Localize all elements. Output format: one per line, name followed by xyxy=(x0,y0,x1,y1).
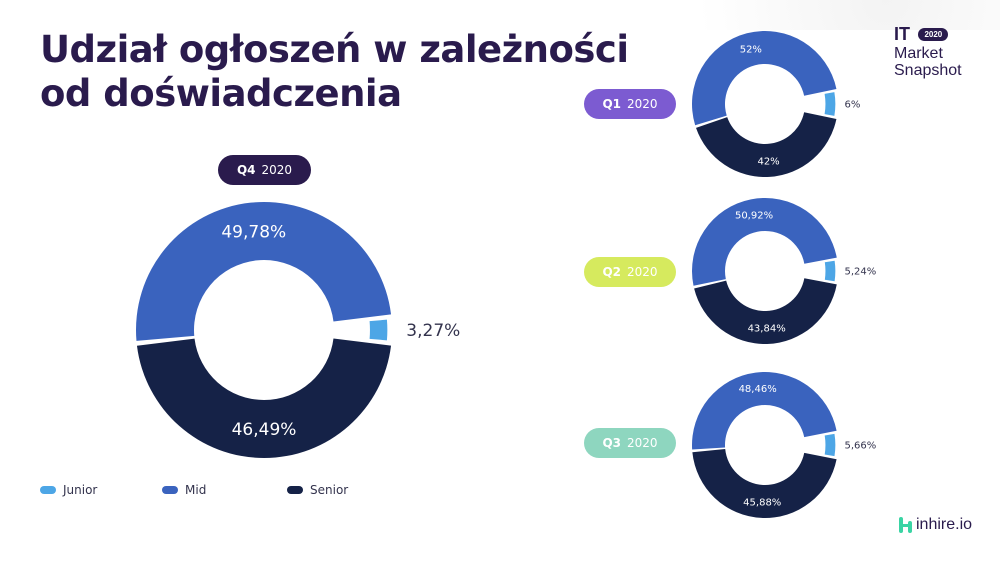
donut-q1-label-junior: 6% xyxy=(845,100,861,111)
brand-year-badge: 2020 xyxy=(918,28,949,41)
donut-q4-label-junior: 3,27% xyxy=(406,321,460,341)
quarter-pill-q2: Q2 2020 xyxy=(584,257,676,287)
legend: Junior Mid Senior xyxy=(40,483,409,497)
legend-swatch-senior xyxy=(287,486,303,494)
title-line-2: od doświadczenia xyxy=(40,72,402,115)
donut-q3-segment-senior xyxy=(692,449,837,518)
legend-item-senior: Senior xyxy=(287,483,409,497)
donut-q4-segment-junior xyxy=(369,319,388,341)
legend-label-senior: Senior xyxy=(310,483,349,497)
quarter-pill-q3: Q3 2020 xyxy=(584,428,676,458)
donut-q4-segment-senior xyxy=(136,338,392,458)
pill-quarter: Q3 xyxy=(602,436,621,450)
pill-quarter: Q1 xyxy=(602,97,621,111)
donut-q3-segment-junior xyxy=(824,433,836,457)
donut-q4-label-senior: 46,49% xyxy=(232,420,297,440)
donut-q1-segment-junior xyxy=(824,92,836,116)
legend-label-mid: Mid xyxy=(185,483,207,497)
donut-q2-segment-mid xyxy=(691,197,837,286)
donut-q2-segment-senior xyxy=(694,278,837,344)
brand-mark: IT 2020 Market Snapshot xyxy=(894,24,962,79)
donut-q3-segment-mid xyxy=(692,371,837,450)
legend-swatch-mid xyxy=(162,486,178,494)
donut-q3-label-junior: 5,66% xyxy=(845,441,877,452)
page-title: Udział ogłoszeń w zależności od doświadc… xyxy=(40,28,629,116)
background-decoration xyxy=(620,0,1000,30)
quarter-pill-q4: Q4 2020 xyxy=(218,155,311,185)
logo-text: inhire.io xyxy=(916,516,973,533)
pill-year: 2020 xyxy=(627,265,658,279)
pill-year: 2020 xyxy=(261,163,293,177)
title-line-1: Udział ogłoszeń w zależności xyxy=(40,28,629,71)
legend-item-junior: Junior xyxy=(40,483,162,497)
pill-quarter: Q4 xyxy=(236,163,256,177)
legend-swatch-junior xyxy=(40,486,56,494)
pill-year: 2020 xyxy=(627,436,658,450)
brand-line-1: Market xyxy=(894,45,943,62)
donut-q4-label-mid: 49,78% xyxy=(221,223,286,243)
donut-q1-segment-mid xyxy=(692,31,837,126)
quarter-pill-q1: Q1 2020 xyxy=(584,89,676,119)
inhire-logo-icon xyxy=(899,517,913,533)
donut-q3-label-senior: 45,88% xyxy=(743,498,781,509)
donut-q2-segment-junior xyxy=(824,260,836,282)
donut-q1-label-senior: 42% xyxy=(757,156,779,167)
donut-q3-label-mid: 48,46% xyxy=(739,384,777,395)
donut-q2-label-mid: 50,92% xyxy=(735,211,773,222)
donut-q2-label-junior: 5,24% xyxy=(845,267,877,278)
donut-q4-segment-mid xyxy=(136,202,392,341)
brand-line-2: Snapshot xyxy=(894,62,962,79)
legend-item-mid: Mid xyxy=(162,483,287,497)
donut-q2-label-senior: 43,84% xyxy=(748,324,786,335)
legend-label-junior: Junior xyxy=(63,483,98,497)
donut-q1-label-mid: 52% xyxy=(740,44,762,55)
brand-it: IT xyxy=(894,24,910,44)
inhire-logo: inhire.io xyxy=(899,516,972,534)
donut-q1-segment-senior xyxy=(696,112,837,178)
pill-quarter: Q2 xyxy=(602,265,621,279)
pill-year: 2020 xyxy=(627,97,658,111)
